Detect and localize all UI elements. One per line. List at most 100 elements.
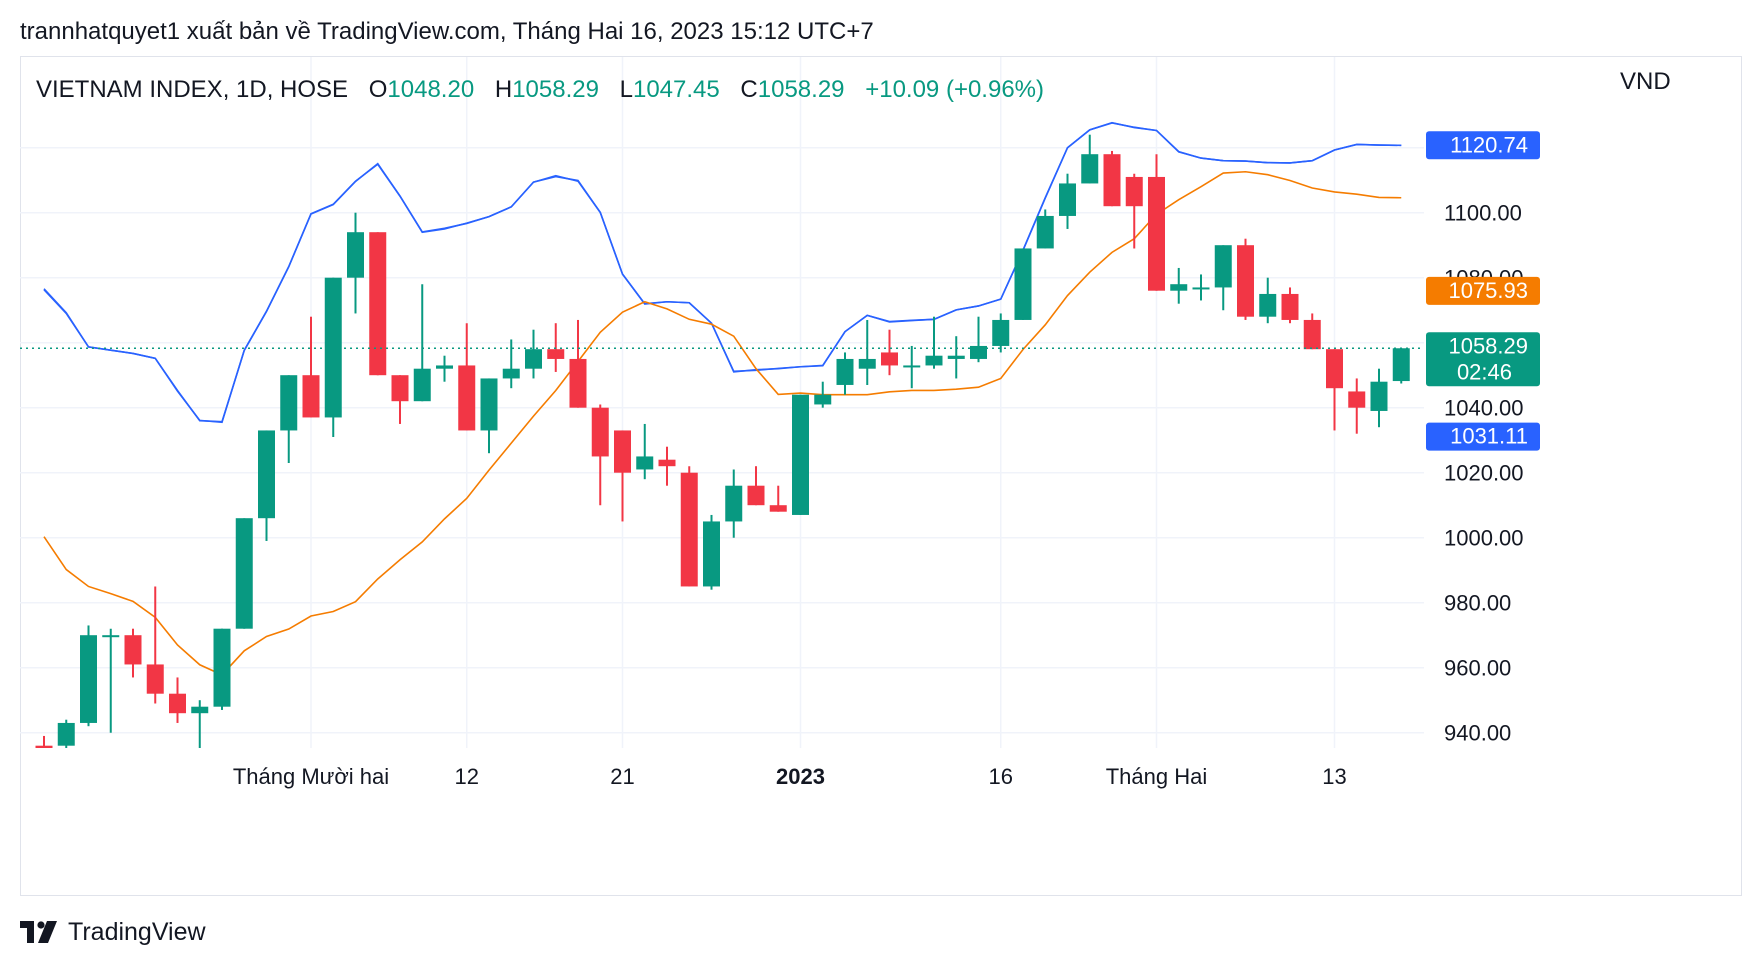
y-tick-label: 980.00	[1444, 591, 1511, 616]
band-fill	[44, 122, 1402, 423]
close-label: C	[740, 76, 758, 103]
candle-body	[1059, 183, 1076, 216]
grid	[20, 57, 1424, 748]
candle-body	[1392, 348, 1410, 382]
candle-body	[124, 635, 142, 665]
y-tick-label: 1040.00	[1444, 396, 1524, 421]
brand-name: TradingView	[68, 918, 206, 946]
candle-body	[146, 664, 164, 694]
candle-body	[1237, 245, 1254, 317]
price-tag-label: 1120.74	[1450, 132, 1528, 157]
candle-body	[680, 472, 698, 587]
x-tick-label: Tháng Mười hai	[233, 764, 389, 789]
candle-body	[502, 368, 520, 379]
candle-body	[280, 375, 298, 431]
candle-body	[769, 505, 787, 512]
x-tick-label: 16	[989, 764, 1013, 789]
candle-body	[436, 365, 453, 369]
price-tag	[1426, 276, 1540, 305]
lower-band-line	[43, 122, 1402, 424]
candle-body	[569, 358, 587, 408]
candle-body	[858, 358, 876, 369]
candle-body	[1303, 319, 1321, 350]
low-label: L	[619, 76, 633, 103]
open-value: 1048.20	[387, 76, 475, 103]
symbol-legend: VIETNAM INDEX, 1D, HOSE O1048.20 H1058.2…	[36, 76, 1044, 104]
candle-body	[458, 365, 476, 431]
x-tick-label: 21	[610, 764, 634, 789]
price-tag-label: 1031.11	[1450, 424, 1528, 449]
candle-body	[725, 485, 743, 522]
countdown-label: 02:46	[1457, 359, 1512, 384]
chart-frame	[20, 56, 1742, 896]
candle-body	[80, 635, 97, 723]
published-line: trannhatquyet1 xuất bản về TradingView.c…	[20, 18, 874, 45]
price-tag	[1426, 131, 1540, 160]
candle-body	[1348, 391, 1366, 408]
price-tag	[1426, 332, 1540, 387]
candle-body	[369, 232, 387, 376]
x-tick-label: Tháng Hai	[1106, 764, 1208, 789]
candle-body	[1081, 154, 1099, 184]
candle-body	[57, 722, 75, 746]
low-value: 1047.45	[632, 76, 720, 103]
currency-label: VND	[1620, 68, 1671, 95]
tradingview-logo-icon	[20, 920, 57, 943]
tradingview-brand[interactable]: TradingView	[20, 918, 206, 947]
candle-body	[614, 430, 631, 473]
candle-body	[1170, 284, 1188, 291]
candle-body	[658, 459, 676, 467]
candle-body	[1214, 245, 1232, 288]
candle-body	[480, 378, 498, 431]
candle-body	[391, 375, 409, 402]
high-label: H	[494, 76, 513, 103]
high-value: 1058.29	[512, 76, 599, 103]
candle-body	[792, 394, 809, 515]
close-value: 1058.29	[757, 76, 845, 103]
basis-line	[43, 170, 1402, 676]
candles	[35, 134, 1410, 748]
candle-body	[1148, 176, 1165, 291]
candle-body	[302, 375, 320, 418]
candle-body	[903, 365, 921, 368]
candle-body	[347, 232, 364, 278]
candle-body	[1014, 248, 1032, 320]
candle-body	[836, 358, 854, 385]
candle-body	[258, 430, 275, 519]
x-tick-label: 2023	[776, 764, 825, 789]
x-tick-label: 13	[1322, 764, 1346, 789]
y-tick-label: 1000.00	[1444, 526, 1524, 551]
candle-body	[703, 521, 720, 587]
candle-body	[1281, 293, 1299, 320]
candle-body	[814, 394, 832, 405]
candle-body	[1326, 349, 1343, 389]
candle-body	[925, 355, 943, 366]
candle-body	[747, 485, 765, 506]
symbol-name: VIETNAM INDEX, 1D, HOSE	[36, 76, 349, 103]
change-value: +10.09 (+0.96%)	[865, 76, 1044, 103]
price-tag	[1426, 422, 1540, 451]
x-tick-label: 12	[455, 764, 479, 789]
y-tick-label: 1020.00	[1444, 461, 1524, 486]
candle-body	[191, 706, 209, 714]
candle-body	[1192, 287, 1210, 290]
candle-body	[213, 628, 231, 707]
y-tick-label: 940.00	[1444, 721, 1511, 746]
candle-body	[547, 349, 565, 359]
time-axis: Tháng Mười hai 12 21 2023 16 Tháng Hai 13	[233, 764, 1347, 789]
candle-body	[947, 355, 965, 359]
candle-body	[591, 407, 609, 457]
candle-body	[1103, 154, 1121, 207]
candle-body	[1259, 293, 1277, 317]
open-label: O	[368, 76, 388, 103]
price-tag-label: 1075.93	[1448, 278, 1528, 303]
candle-body	[169, 693, 186, 714]
candle-body	[992, 319, 1010, 346]
y-tick-label: 960.00	[1444, 656, 1511, 681]
candle-body	[881, 352, 898, 366]
upper-band-line	[43, 121, 1402, 423]
candle-body	[1125, 176, 1143, 207]
y-tick-label: 1100.00	[1444, 201, 1522, 226]
